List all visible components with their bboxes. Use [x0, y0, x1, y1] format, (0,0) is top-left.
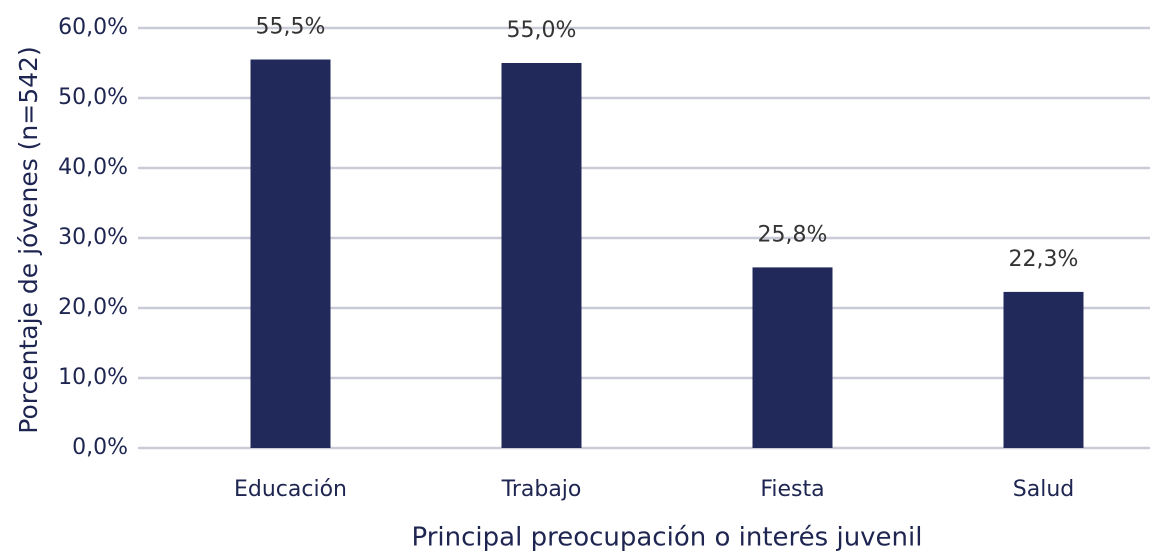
y-tick-label: 50,0%: [58, 85, 128, 110]
y-tick-label: 0,0%: [72, 435, 128, 460]
y-tick-label: 20,0%: [58, 295, 128, 320]
data-label: 22,3%: [1009, 247, 1079, 272]
x-tick-label: Trabajo: [501, 477, 582, 502]
y-tick-label: 10,0%: [58, 365, 128, 390]
data-label: 25,8%: [758, 222, 828, 247]
data-label: 55,5%: [256, 15, 326, 40]
bar: [752, 267, 833, 448]
x-axis-label: Principal preocupación o interés juvenil: [412, 523, 923, 553]
data-label: 55,0%: [507, 18, 577, 43]
bar: [1003, 291, 1084, 448]
x-tick-label: Salud: [1013, 477, 1074, 502]
x-tick-label: Educación: [234, 477, 347, 502]
y-tick-label: 60,0%: [58, 15, 128, 40]
bar: [501, 63, 582, 448]
y-axis-label: Porcentaje de jóvenes (n=542): [14, 46, 43, 433]
y-tick-label: 30,0%: [58, 225, 128, 250]
y-tick-label: 40,0%: [58, 155, 128, 180]
bar: [250, 59, 331, 448]
x-tick-label: Fiesta: [760, 477, 824, 502]
